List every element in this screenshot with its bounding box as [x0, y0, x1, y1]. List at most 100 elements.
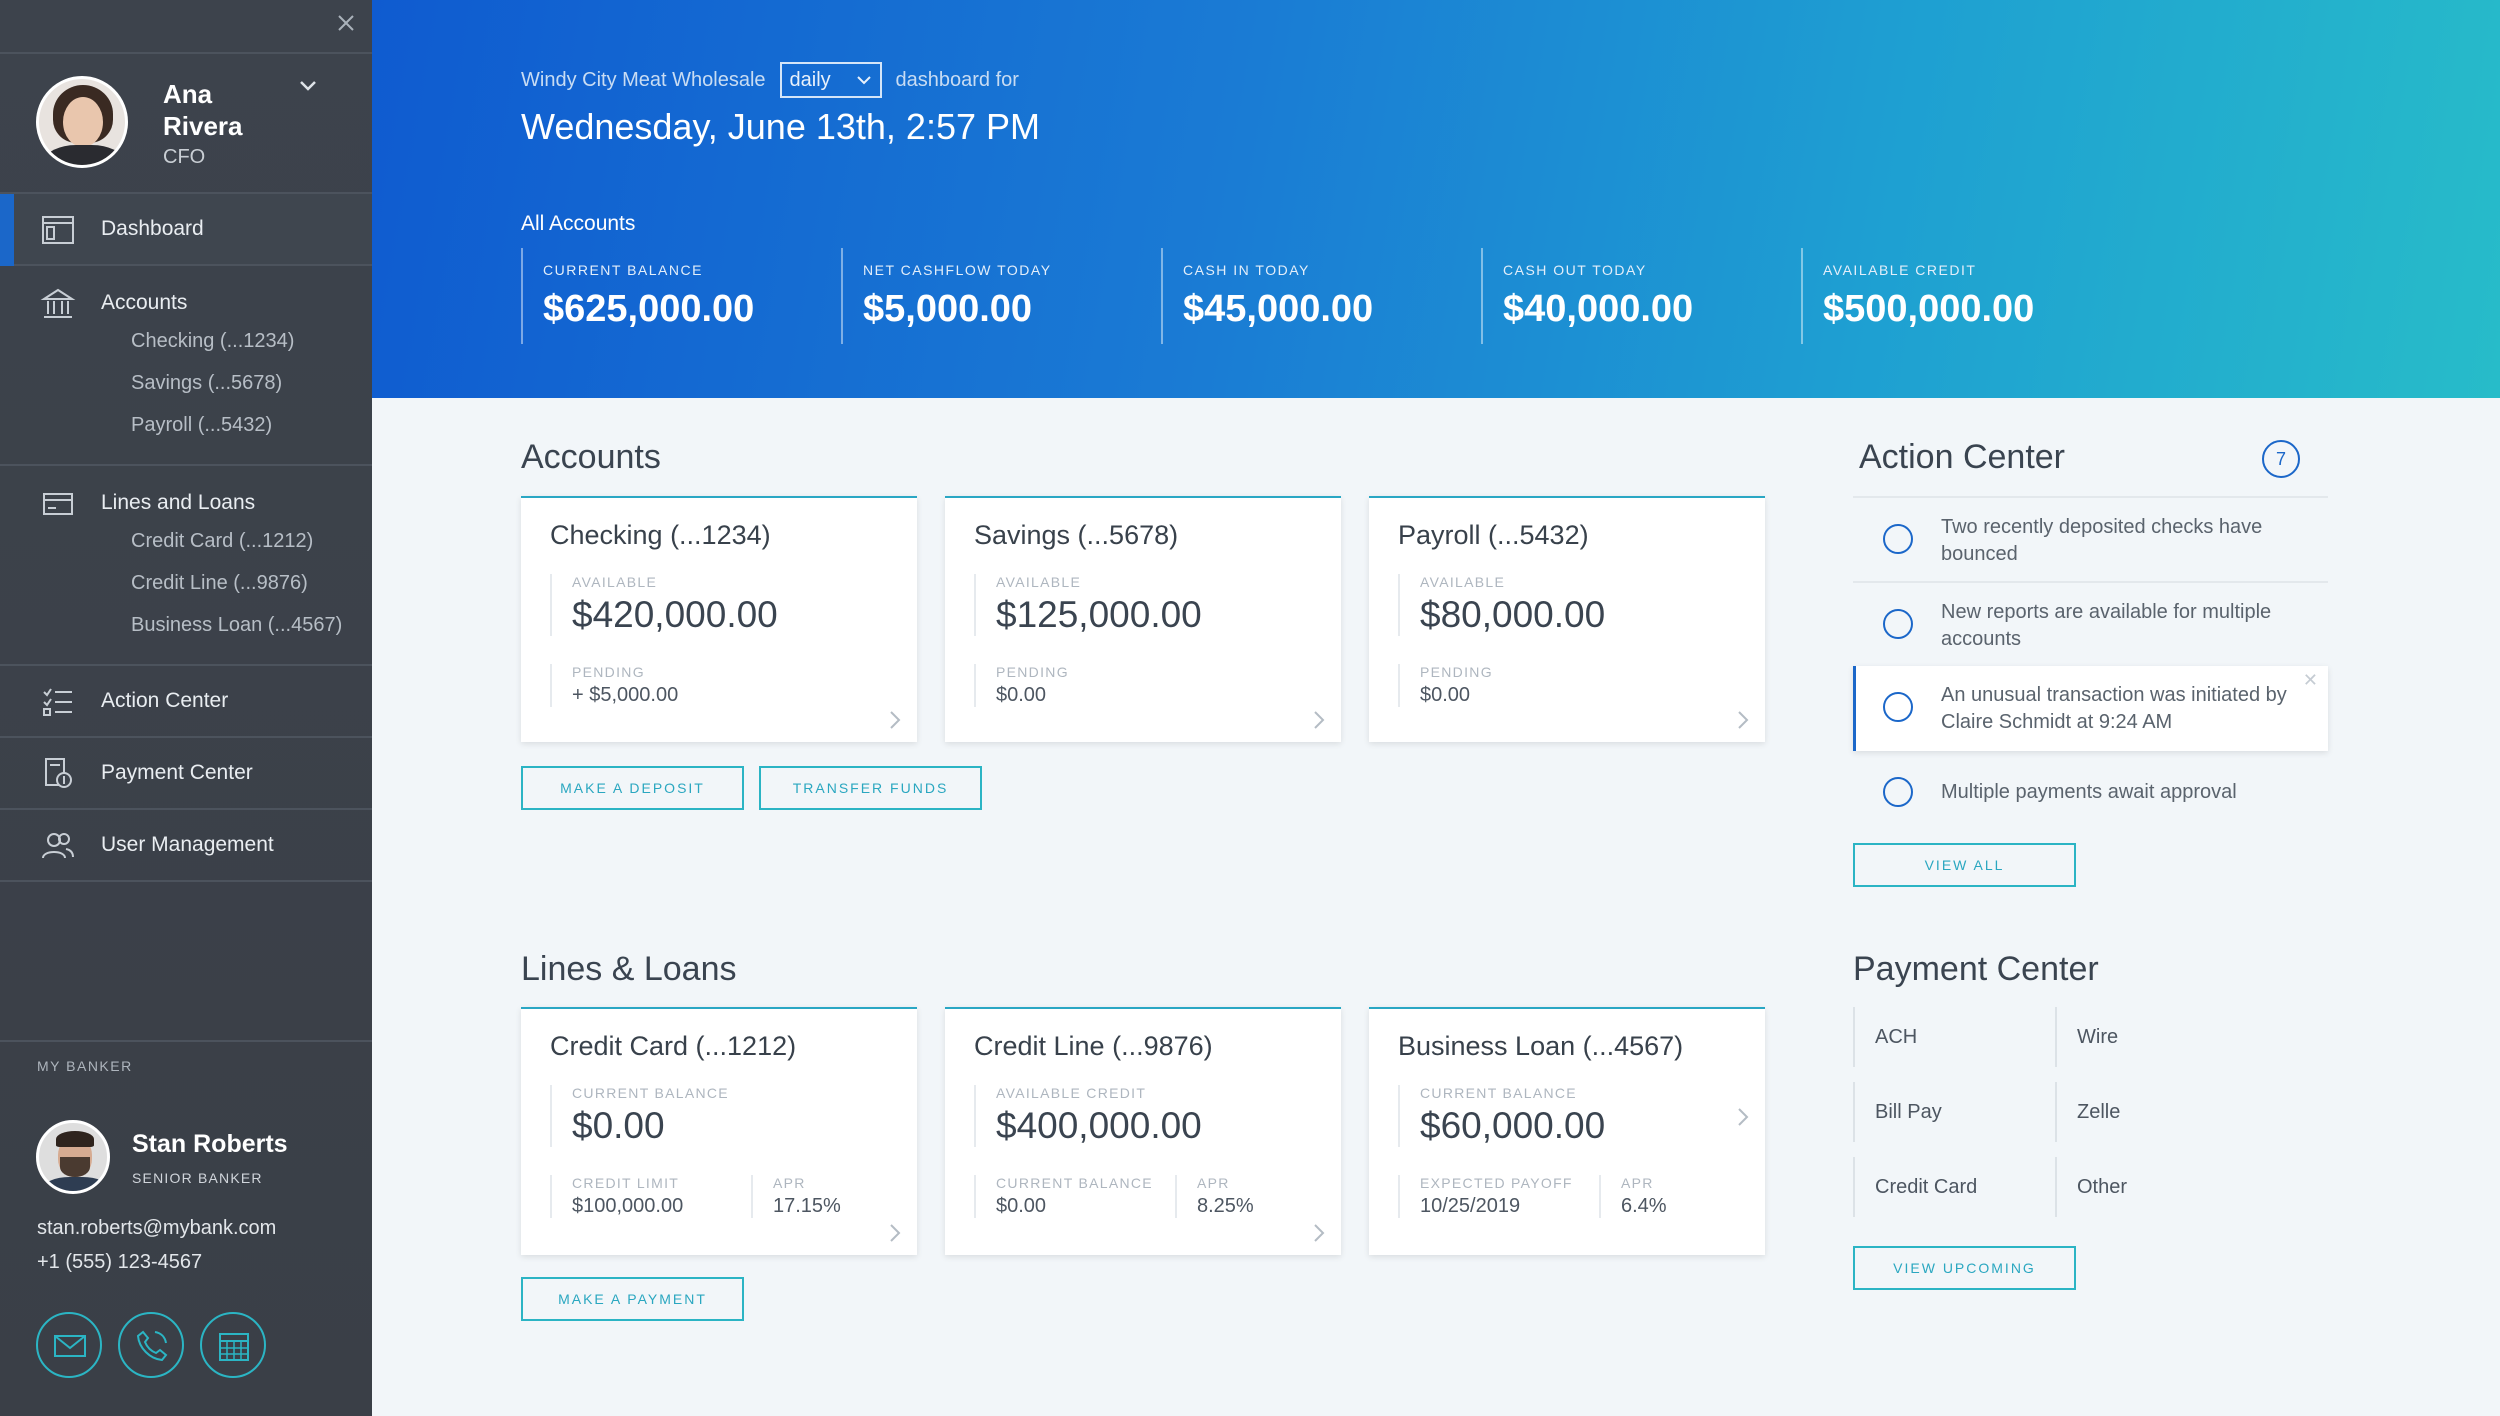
- available-value: $420,000.00: [572, 594, 778, 635]
- chevron-right-icon[interactable]: [1735, 1107, 1751, 1127]
- sidebar-item-accounts[interactable]: Accounts: [0, 286, 372, 320]
- view-upcoming-button[interactable]: VIEW UPCOMING: [1853, 1246, 2076, 1290]
- loan-card-credit-line[interactable]: Credit Line (...9876) AVAILABLE CREDIT $4…: [945, 1007, 1341, 1255]
- schedule-button[interactable]: [200, 1312, 266, 1378]
- action-item[interactable]: Two recently deposited checks have bounc…: [1853, 496, 2328, 581]
- pending-label: PENDING: [996, 664, 1069, 680]
- main-value: $400,000.00: [996, 1105, 1202, 1146]
- period-value: daily: [789, 69, 831, 91]
- chevron-right-icon[interactable]: [1311, 710, 1327, 730]
- sidebar-item-dashboard[interactable]: Dashboard: [0, 194, 372, 266]
- sidebar-item-payment-center[interactable]: Payment Center: [0, 738, 372, 810]
- lines-loans-title: Lines & Loans: [521, 950, 737, 988]
- sidebar-item-lines-loans[interactable]: Lines and Loans: [0, 486, 372, 520]
- apr-label: APR: [773, 1175, 806, 1191]
- stat-label: CURRENT BALANCE: [543, 262, 703, 278]
- account-card-savings[interactable]: Savings (...5678) AVAILABLE $125,000.00 P…: [945, 496, 1341, 742]
- stat-value: $45,000.00: [1183, 288, 1374, 330]
- view-all-button[interactable]: VIEW ALL: [1853, 843, 2076, 887]
- chevron-right-icon[interactable]: [1735, 710, 1751, 730]
- dismiss-icon[interactable]: ✕: [2302, 670, 2318, 690]
- detail-block-a: EXPECTED PAYOFF 10/25/2019: [1398, 1175, 1573, 1218]
- stat-net-cashflow: NET CASHFLOW TODAY $5,000.00: [841, 248, 1161, 344]
- pending-block: PENDING $0.00: [974, 664, 1069, 707]
- users-icon: [42, 833, 74, 859]
- available-label: AVAILABLE: [996, 574, 1082, 590]
- stat-value: $500,000.00: [1823, 288, 2035, 330]
- apr-value: 17.15%: [773, 1195, 841, 1217]
- radio-icon[interactable]: [1883, 777, 1913, 807]
- apr-label: APR: [1621, 1175, 1654, 1191]
- close-icon[interactable]: [334, 12, 358, 36]
- available-value: $125,000.00: [996, 594, 1202, 635]
- radio-icon[interactable]: [1883, 692, 1913, 722]
- stat-value: $625,000.00: [543, 288, 755, 330]
- loan-card-business-loan[interactable]: Business Loan (...4567) CURRENT BALANCE $…: [1369, 1007, 1765, 1255]
- phone-icon: [136, 1330, 168, 1362]
- chevron-right-icon[interactable]: [887, 710, 903, 730]
- stat-value: $40,000.00: [1503, 288, 1694, 330]
- payment-option-credit-card[interactable]: Credit Card: [1853, 1157, 2055, 1217]
- stat-cash-in: CASH IN TODAY $45,000.00: [1161, 248, 1481, 344]
- card-title: Business Loan (...4567): [1398, 1031, 1684, 1061]
- payment-option-zelle[interactable]: Zelle: [2055, 1082, 2257, 1142]
- banker-phone[interactable]: +1 (555) 123-4567: [37, 1251, 203, 1273]
- detail-value: $0.00: [996, 1195, 1047, 1217]
- detail-value: 10/25/2019: [1420, 1195, 1521, 1217]
- payment-option-other[interactable]: Other: [2055, 1157, 2257, 1217]
- sidebar-subitem-savings[interactable]: Savings (...5678): [131, 372, 283, 394]
- account-card-payroll[interactable]: Payroll (...5432) AVAILABLE $80,000.00 PE…: [1369, 496, 1765, 742]
- sidebar-item-user-management[interactable]: User Management: [0, 810, 372, 882]
- main-label: AVAILABLE CREDIT: [996, 1085, 1147, 1101]
- radio-icon[interactable]: [1883, 524, 1913, 554]
- account-card-checking[interactable]: Checking (...1234) AVAILABLE $420,000.00 …: [521, 496, 917, 742]
- sidebar-subitem-checking[interactable]: Checking (...1234): [131, 330, 295, 352]
- make-deposit-button[interactable]: MAKE A DEPOSIT: [521, 766, 744, 810]
- user-profile[interactable]: Ana Rivera CFO: [0, 52, 372, 194]
- pending-block: PENDING + $5,000.00: [550, 664, 678, 707]
- stat-label: CASH OUT TODAY: [1503, 262, 1647, 278]
- accounts-title: Accounts: [521, 438, 661, 476]
- make-payment-button[interactable]: MAKE A PAYMENT: [521, 1277, 744, 1321]
- payment-option-wire[interactable]: Wire: [2055, 1007, 2257, 1067]
- action-item[interactable]: New reports are available for multiple a…: [1853, 581, 2328, 666]
- main-block: CURRENT BALANCE $0.00: [550, 1085, 729, 1147]
- payment-center-title: Payment Center: [1853, 950, 2099, 988]
- sidebar-subitem-credit-card[interactable]: Credit Card (...1212): [131, 530, 314, 552]
- available-block: AVAILABLE $125,000.00: [974, 574, 1202, 636]
- checklist-icon: [43, 688, 72, 716]
- transfer-funds-button[interactable]: TRANSFER FUNDS: [759, 766, 982, 810]
- sidebar-subitem-credit-line[interactable]: Credit Line (...9876): [131, 572, 308, 594]
- card-title: Credit Line (...9876): [974, 1031, 1213, 1061]
- payment-option-bill-pay[interactable]: Bill Pay: [1853, 1082, 2055, 1142]
- action-item-highlighted[interactable]: An unusual transaction was initiated by …: [1853, 666, 2328, 751]
- action-item[interactable]: Multiple payments await approval: [1853, 751, 2328, 836]
- card-title: Payroll (...5432): [1398, 520, 1589, 550]
- period-select[interactable]: daily: [779, 62, 882, 98]
- chevron-down-icon: [856, 76, 871, 85]
- sidebar-group-accounts: Accounts Checking (...1234) Savings (...…: [0, 266, 372, 466]
- sidebar-subitem-business-loan[interactable]: Business Loan (...4567): [131, 614, 343, 636]
- call-button[interactable]: [118, 1312, 184, 1378]
- banker-email[interactable]: stan.roberts@mybank.com: [37, 1217, 277, 1239]
- loan-card-credit-card[interactable]: Credit Card (...1212) CURRENT BALANCE $0.…: [521, 1007, 917, 1255]
- sidebar-group-lines: Lines and Loans Credit Card (...1212) Cr…: [0, 466, 372, 666]
- chevron-right-icon[interactable]: [887, 1223, 903, 1243]
- pending-label: PENDING: [572, 664, 645, 680]
- chevron-down-icon[interactable]: [296, 74, 320, 98]
- bank-icon: [40, 288, 76, 318]
- payment-option-ach[interactable]: ACH: [1853, 1007, 2055, 1067]
- action-center-title: Action Center: [1859, 438, 2065, 476]
- detail-block-b: APR 17.15%: [751, 1175, 841, 1218]
- email-button[interactable]: [36, 1312, 102, 1378]
- detail-value: $100,000.00: [572, 1195, 684, 1217]
- sidebar-item-action-center[interactable]: Action Center: [0, 666, 372, 738]
- sidebar-subitem-payroll[interactable]: Payroll (...5432): [131, 414, 273, 436]
- chevron-right-icon[interactable]: [1311, 1223, 1327, 1243]
- card-title: Credit Card (...1212): [550, 1031, 797, 1061]
- radio-icon[interactable]: [1883, 609, 1913, 639]
- main-value: $0.00: [572, 1105, 665, 1146]
- action-text: New reports are available for multiple a…: [1941, 601, 2272, 650]
- stat-current-balance: CURRENT BALANCE $625,000.00: [521, 248, 841, 344]
- company-name: Windy City Meat Wholesale: [521, 68, 766, 91]
